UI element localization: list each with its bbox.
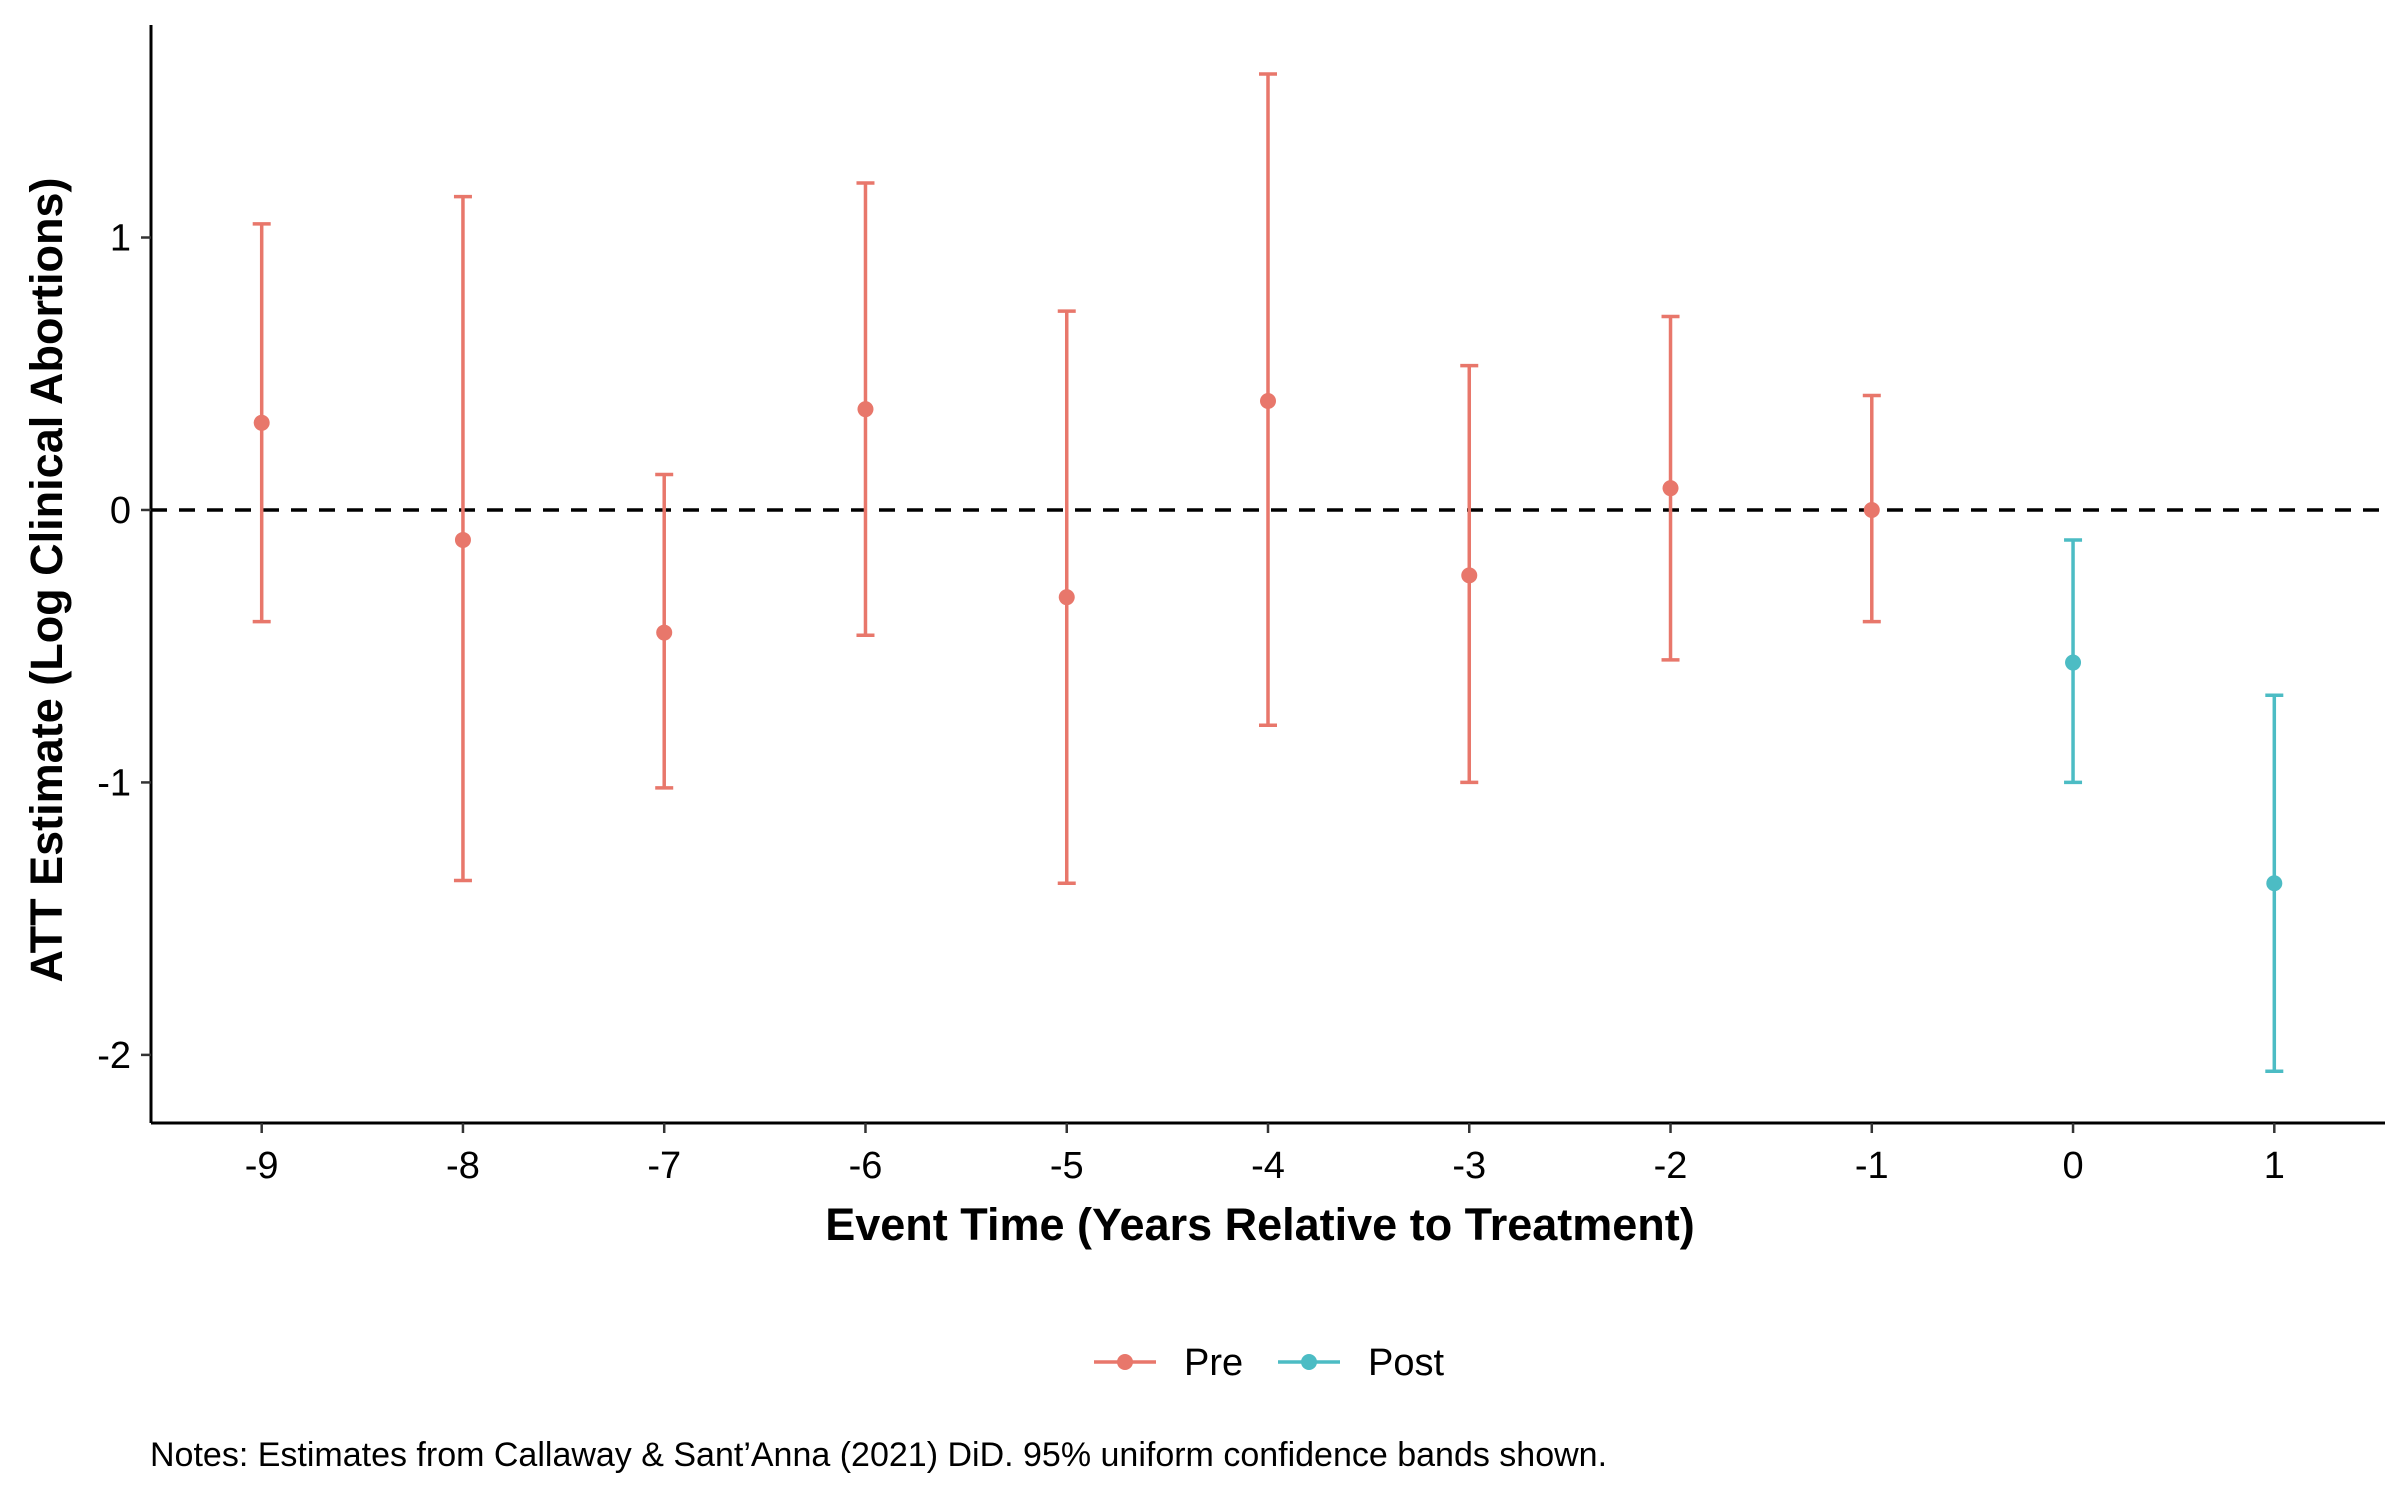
- point-estimate-marker: [857, 401, 874, 418]
- x-tick-label: -8: [446, 1145, 480, 1187]
- x-tick-label: -7: [647, 1145, 681, 1187]
- point-estimate-marker: [1058, 589, 1075, 606]
- x-axis-title: Event Time (Years Relative to Treatment): [825, 1199, 1695, 1250]
- point-estimate-marker: [2065, 654, 2082, 671]
- y-axis-title: ATT Estimate (Log Clinical Abortions): [21, 177, 72, 982]
- x-tick-label: -5: [1050, 1145, 1084, 1187]
- point-estimate-marker: [656, 624, 673, 641]
- y-tick-label: -1: [97, 762, 131, 804]
- legend-key-marker: [1301, 1354, 1317, 1370]
- x-tick-label: -1: [1855, 1145, 1889, 1187]
- point-estimate-marker: [454, 531, 471, 548]
- x-tick-label: -9: [245, 1145, 279, 1187]
- y-tick-label: 0: [110, 490, 131, 532]
- point-estimate-marker: [1863, 501, 1880, 518]
- point-estimate-marker: [1662, 480, 1679, 497]
- x-tick-label: -3: [1452, 1145, 1486, 1187]
- x-tick-label: 1: [2264, 1145, 2285, 1187]
- x-tick-label: 0: [2062, 1145, 2083, 1187]
- legend-label: Post: [1368, 1342, 1444, 1384]
- legend: Pre Post: [1094, 1342, 1444, 1384]
- x-tick-label: -4: [1251, 1145, 1285, 1187]
- y-tick-label: -2: [97, 1035, 131, 1077]
- point-estimate-marker: [2266, 875, 2283, 892]
- x-tick-label: -6: [849, 1145, 883, 1187]
- y-tick-label: 1: [110, 218, 131, 260]
- point-estimate-marker: [253, 414, 270, 431]
- legend-label: Pre: [1184, 1342, 1243, 1384]
- point-estimate-marker: [1260, 392, 1276, 409]
- point-estimate-marker: [1461, 567, 1478, 584]
- x-tick-label: -2: [1654, 1145, 1688, 1187]
- legend-key-marker: [1117, 1354, 1133, 1370]
- chart-note: Notes: Estimates from Callaway & Sant’An…: [150, 1436, 1608, 1474]
